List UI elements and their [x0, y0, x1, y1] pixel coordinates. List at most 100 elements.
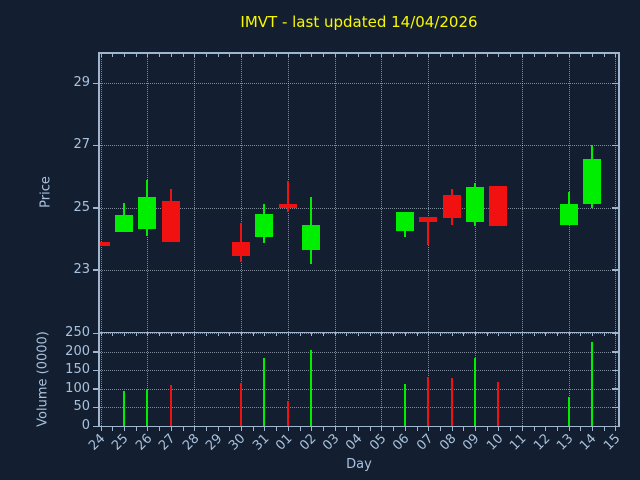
x-tick-mark — [124, 53, 125, 57]
x-tick-mark — [217, 427, 219, 431]
x-tick-mark — [299, 427, 301, 431]
x-tick-mark — [264, 53, 266, 57]
x-tick-label: 01 — [273, 431, 296, 454]
x-tick-mark — [264, 427, 266, 431]
x-tick-mark — [241, 53, 242, 57]
x-tick-mark — [322, 427, 324, 431]
grid-line-v — [615, 332, 617, 426]
x-tick-mark — [334, 333, 336, 336]
x-tick-mark — [205, 333, 207, 336]
x-tick-label: 03 — [320, 431, 343, 454]
x-tick-mark — [135, 427, 137, 431]
x-tick-mark — [311, 427, 313, 431]
x-tick-mark — [533, 53, 535, 57]
bottom-axis-spine — [98, 425, 619, 427]
x-tick-mark — [229, 53, 231, 57]
grid-line-h — [99, 83, 619, 85]
x-tick-mark — [533, 333, 535, 336]
day-axis-label: Day — [346, 457, 372, 472]
grid-line-v — [334, 332, 336, 426]
right-axis-spine — [618, 52, 620, 427]
x-tick-mark — [393, 333, 395, 336]
x-tick-mark — [358, 427, 359, 431]
candle-08 — [442, 195, 461, 219]
x-tick-label: 13 — [554, 431, 577, 454]
y-tick-mark — [93, 388, 98, 390]
x-tick-mark — [170, 427, 172, 431]
x-tick-mark — [299, 333, 301, 336]
y-tick-mark — [93, 82, 98, 85]
x-tick-label: 31 — [249, 431, 273, 454]
x-tick-mark — [381, 427, 383, 431]
middle-axis-spine — [98, 331, 619, 333]
x-tick-label: 29 — [203, 431, 226, 454]
x-tick-mark — [439, 427, 441, 431]
x-tick-mark — [135, 53, 137, 57]
x-tick-mark — [498, 53, 500, 57]
x-tick-mark — [322, 53, 324, 57]
candle-10 — [489, 185, 508, 227]
x-tick-mark — [475, 53, 476, 57]
y-tick-mark — [612, 269, 618, 271]
x-tick-mark — [486, 53, 488, 57]
y-tick-mark — [612, 144, 618, 147]
grid-line-v — [287, 332, 289, 426]
grid-line-v — [100, 52, 102, 332]
x-tick-mark — [159, 53, 161, 57]
candle-14 — [583, 159, 601, 205]
x-tick-mark — [521, 333, 523, 336]
x-tick-mark — [498, 333, 500, 336]
x-tick-mark — [112, 427, 114, 431]
y-tick-mark — [93, 369, 98, 372]
x-tick-mark — [556, 53, 558, 57]
y-tick-mark — [612, 369, 618, 372]
x-tick-mark — [100, 53, 102, 57]
x-tick-mark — [100, 333, 102, 336]
x-tick-label: 26 — [132, 431, 156, 454]
x-tick-mark — [533, 427, 535, 431]
x-tick-mark — [299, 53, 301, 57]
y-tick-mark — [612, 332, 618, 334]
left-axis-spine — [98, 52, 100, 427]
grid-line-v — [194, 52, 196, 332]
x-tick-mark — [147, 333, 149, 336]
volume-chart-panel — [99, 332, 619, 426]
x-tick-mark — [217, 333, 219, 336]
top-axis-spine — [98, 52, 619, 54]
volume-bar-09 — [474, 358, 476, 426]
x-tick-mark — [159, 427, 161, 431]
x-tick-mark — [322, 333, 324, 336]
x-tick-mark — [463, 53, 465, 57]
volume-bar-31 — [263, 357, 266, 426]
volume-bar-30 — [240, 382, 242, 426]
grid-line-h — [99, 207, 619, 209]
x-tick-mark — [241, 333, 242, 336]
grid-line-v — [381, 332, 383, 426]
x-tick-mark — [124, 427, 125, 431]
volume-tick-label: 100 — [65, 380, 90, 396]
candle-30 — [232, 241, 250, 256]
x-tick-mark — [416, 53, 418, 57]
x-tick-mark — [381, 333, 383, 336]
x-tick-mark — [416, 427, 418, 431]
x-tick-mark — [568, 333, 570, 336]
x-tick-mark — [416, 333, 418, 336]
x-tick-label: 06 — [390, 431, 413, 454]
chart-title: IMVT - last updated 14/04/2026 — [240, 13, 478, 31]
y-tick-mark — [93, 425, 98, 427]
x-tick-mark — [170, 333, 172, 336]
grid-line-v — [334, 52, 336, 332]
candle-13 — [559, 204, 578, 225]
x-tick-mark — [475, 427, 476, 431]
candle-01 — [278, 204, 297, 208]
x-tick-label: 28 — [179, 431, 203, 454]
x-tick-label: 02 — [296, 431, 320, 454]
grid-line-v — [568, 332, 570, 426]
x-tick-mark — [439, 333, 441, 336]
x-tick-mark — [510, 427, 512, 431]
volume-bar-27 — [169, 385, 172, 426]
x-tick-label: 05 — [366, 431, 390, 454]
x-tick-label: 24 — [86, 431, 109, 454]
x-tick-mark — [229, 333, 231, 336]
volume-bar-13 — [567, 396, 570, 426]
